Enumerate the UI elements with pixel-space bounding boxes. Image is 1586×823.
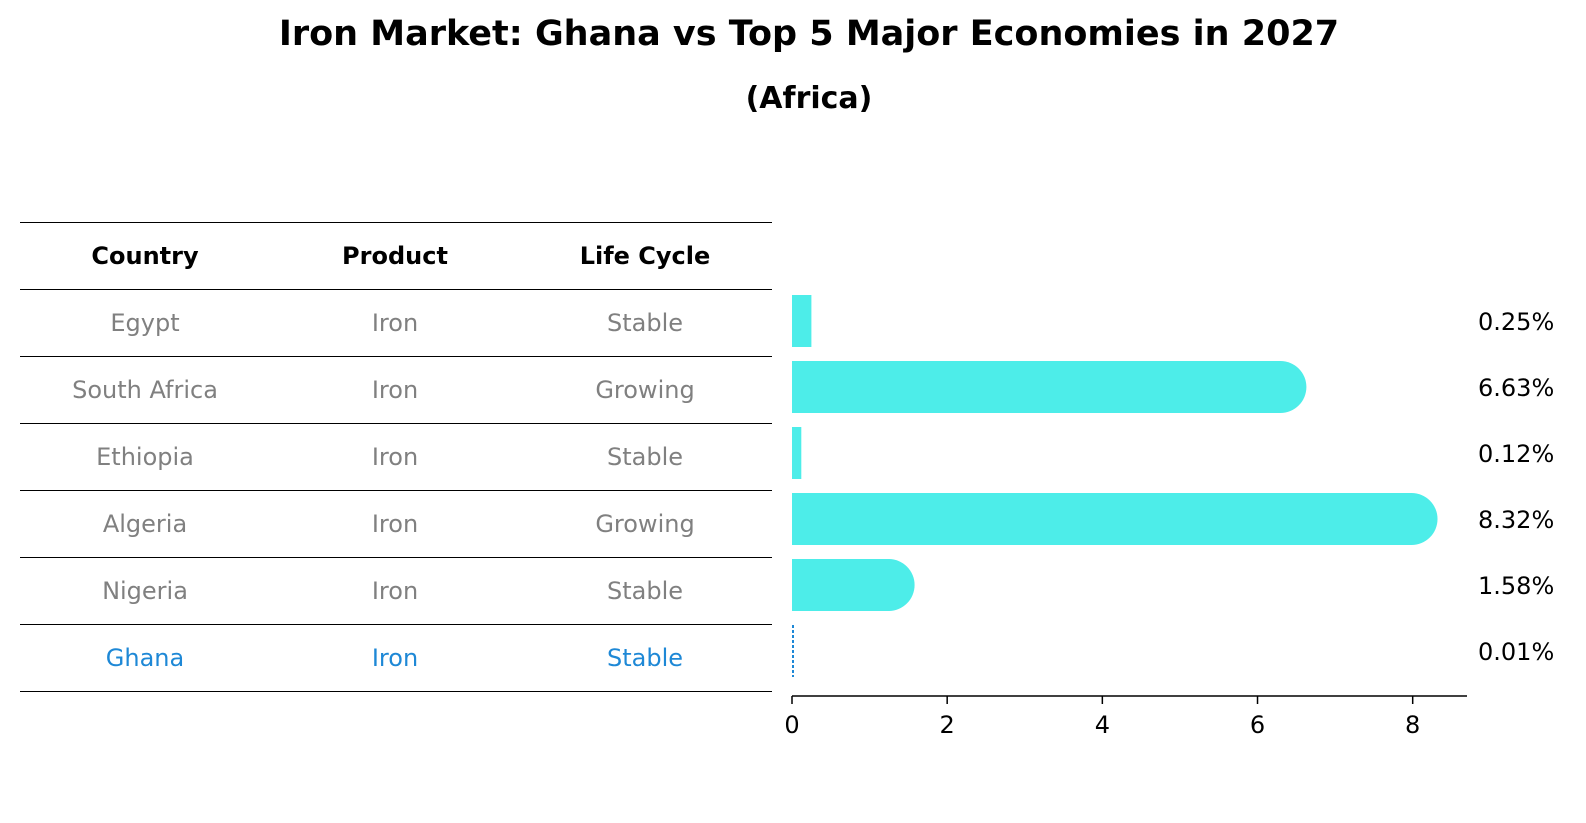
table-row: South Africa Iron Growing (20, 356, 772, 423)
x-tick-label: 2 (940, 711, 955, 739)
country-cell: Ethiopia (96, 443, 194, 471)
product-cell: Iron (371, 510, 419, 538)
life-cycle-cell: Growing (595, 510, 695, 538)
product-cell: Iron (371, 644, 419, 672)
x-tick-label: 8 (1405, 711, 1420, 739)
life-cycle-cell: Stable (606, 577, 684, 605)
product-cell: Iron (371, 443, 419, 471)
product-cell: Iron (371, 376, 419, 404)
table-row: Egypt Iron Stable (20, 289, 772, 356)
table-header-row: Country Product Life Cycle (20, 222, 772, 289)
value-label: 0.25% (1478, 308, 1554, 336)
country-cell: Algeria (102, 510, 188, 538)
value-label: 0.12% (1478, 440, 1554, 468)
value-label: 1.58% (1478, 572, 1554, 600)
table-row-highlighted: Ghana Iron Stable (20, 624, 772, 692)
bar (792, 427, 802, 479)
country-cell: Ghana (105, 644, 185, 672)
data-table: Country Product Life Cycle Egypt Iron St… (20, 222, 772, 692)
country-cell: Egypt (110, 309, 180, 337)
x-tick-label: 4 (1095, 711, 1110, 739)
x-tick-label: 0 (784, 711, 799, 739)
header-country: Country (91, 242, 199, 270)
x-tick-label: 6 (1250, 711, 1265, 739)
table-row: Ethiopia Iron Stable (20, 423, 772, 490)
life-cycle-cell: Stable (606, 644, 684, 672)
header-product: Product (342, 242, 448, 270)
chart-subtitle: (Africa) (745, 81, 873, 116)
bar (792, 361, 1307, 413)
value-label: 6.63% (1478, 374, 1554, 402)
country-cell: South Africa (72, 376, 218, 404)
product-cell: Iron (371, 577, 419, 605)
country-cell: Nigeria (102, 577, 188, 605)
bar (792, 559, 915, 611)
table-row: Nigeria Iron Stable (20, 557, 772, 624)
product-cell: Iron (371, 309, 419, 337)
bar (792, 295, 812, 347)
life-cycle-cell: Stable (606, 309, 684, 337)
life-cycle-cell: Growing (595, 376, 695, 404)
chart-title: Iron Market: Ghana vs Top 5 Major Econom… (278, 14, 1340, 54)
table-row: Algeria Iron Growing (20, 490, 772, 557)
value-label: 8.32% (1478, 506, 1554, 534)
life-cycle-cell: Stable (606, 443, 684, 471)
value-label: 0.01% (1478, 638, 1554, 666)
header-life-cycle: Life Cycle (579, 242, 711, 270)
bar (792, 493, 1438, 545)
